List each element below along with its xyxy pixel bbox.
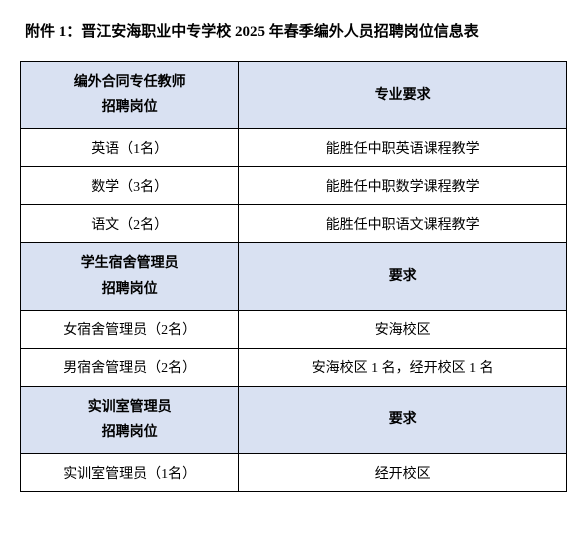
- header-position-dorm: 学生宿舍管理员 招聘岗位: [21, 243, 239, 310]
- table-row: 实训室管理员（1名） 经开校区: [21, 454, 567, 492]
- header-position-lab: 实训室管理员 招聘岗位: [21, 386, 239, 453]
- position-cell: 实训室管理员（1名）: [21, 454, 239, 492]
- header-line1: 学生宿舍管理员: [81, 256, 179, 271]
- table-row: 语文（2名） 能胜任中职语文课程教学: [21, 205, 567, 243]
- position-cell: 英语（1名）: [21, 129, 239, 167]
- position-cell: 女宿舍管理员（2名）: [21, 310, 239, 348]
- header-requirement-teacher: 专业要求: [239, 62, 567, 129]
- header-line2: 招聘岗位: [102, 425, 158, 440]
- table-row: 数学（3名） 能胜任中职数学课程教学: [21, 167, 567, 205]
- requirement-cell: 安海校区 1 名，经开校区 1 名: [239, 348, 567, 386]
- header-line2: 招聘岗位: [102, 100, 158, 115]
- table-header-row: 编外合同专任教师 招聘岗位 专业要求: [21, 62, 567, 129]
- header-requirement-dorm: 要求: [239, 243, 567, 310]
- position-cell: 数学（3名）: [21, 167, 239, 205]
- requirement-cell: 能胜任中职语文课程教学: [239, 205, 567, 243]
- position-cell: 男宿舍管理员（2名）: [21, 348, 239, 386]
- table-header-row: 学生宿舍管理员 招聘岗位 要求: [21, 243, 567, 310]
- requirement-cell: 安海校区: [239, 310, 567, 348]
- header-requirement-lab: 要求: [239, 386, 567, 453]
- header-line1: 编外合同专任教师: [74, 75, 186, 90]
- header-line2: 招聘岗位: [102, 282, 158, 297]
- position-cell: 语文（2名）: [21, 205, 239, 243]
- requirement-cell: 能胜任中职英语课程教学: [239, 129, 567, 167]
- table-row: 英语（1名） 能胜任中职英语课程教学: [21, 129, 567, 167]
- document-title: 附件 1：晋江安海职业中专学校 2025 年春季编外人员招聘岗位信息表: [20, 20, 567, 41]
- requirement-cell: 能胜任中职数学课程教学: [239, 167, 567, 205]
- requirement-cell: 经开校区: [239, 454, 567, 492]
- table-row: 男宿舍管理员（2名） 安海校区 1 名，经开校区 1 名: [21, 348, 567, 386]
- header-line1: 实训室管理员: [88, 400, 172, 415]
- table-header-row: 实训室管理员 招聘岗位 要求: [21, 386, 567, 453]
- table-row: 女宿舍管理员（2名） 安海校区: [21, 310, 567, 348]
- recruitment-table: 编外合同专任教师 招聘岗位 专业要求 英语（1名） 能胜任中职英语课程教学 数学…: [20, 61, 567, 492]
- header-position-teacher: 编外合同专任教师 招聘岗位: [21, 62, 239, 129]
